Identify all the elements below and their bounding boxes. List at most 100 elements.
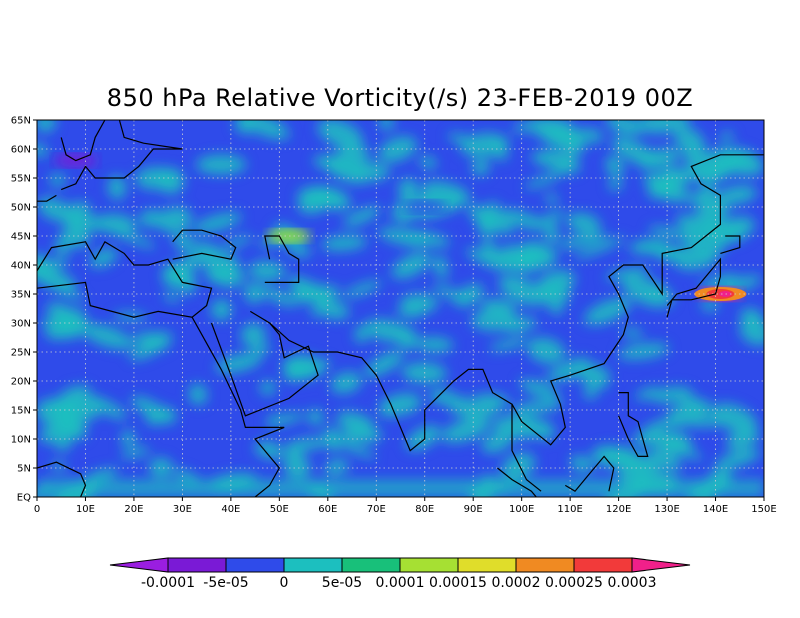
coastline bbox=[497, 467, 538, 497]
positive-patch bbox=[715, 448, 761, 470]
positive-patch bbox=[310, 305, 327, 317]
positive-patch bbox=[574, 236, 625, 259]
colorbar-segment bbox=[225, 557, 285, 573]
positive-patch bbox=[638, 147, 681, 169]
positive-patch bbox=[511, 400, 563, 415]
positive-patch bbox=[544, 223, 559, 244]
positive-patch bbox=[85, 467, 119, 482]
positive-patch bbox=[605, 267, 650, 281]
positive-patch bbox=[89, 248, 118, 268]
positive-patch bbox=[399, 293, 439, 313]
colorbar-segment bbox=[457, 557, 517, 573]
positive-patch bbox=[655, 181, 677, 200]
positive-patch bbox=[251, 344, 272, 355]
positive-patch bbox=[243, 282, 265, 304]
positive-patch bbox=[716, 185, 758, 205]
colorbar-segment bbox=[283, 557, 343, 573]
positive-patch bbox=[550, 360, 593, 381]
x-tick-label: 140E bbox=[703, 504, 728, 515]
positive-patch bbox=[195, 154, 247, 175]
positive-patch bbox=[642, 174, 682, 185]
map-title: 850 hPa Relative Vorticity(/s) 23-FEB-20… bbox=[106, 84, 694, 112]
positive-patch bbox=[491, 252, 527, 272]
positive-patch bbox=[678, 166, 722, 183]
positive-patch bbox=[726, 428, 760, 451]
positive-patch bbox=[605, 155, 624, 178]
positive-patch bbox=[81, 323, 133, 350]
coastline bbox=[511, 154, 764, 446]
positive-patch bbox=[711, 403, 758, 433]
positive-patch bbox=[739, 318, 764, 346]
positive-patch bbox=[364, 351, 404, 377]
positive-patch bbox=[476, 213, 497, 237]
colorbar-segment bbox=[515, 557, 575, 573]
positive-patch bbox=[446, 395, 476, 417]
colorbar-segment bbox=[399, 557, 459, 573]
positive-patch bbox=[701, 299, 719, 312]
positive-patch bbox=[379, 393, 422, 417]
y-tick-label: 45N bbox=[11, 232, 31, 243]
positive-patch bbox=[37, 276, 86, 302]
positive-patch bbox=[297, 186, 345, 208]
positive-patch bbox=[558, 232, 607, 249]
positive-patch bbox=[378, 120, 395, 131]
positive-patch bbox=[629, 239, 668, 254]
positive-patch bbox=[405, 425, 441, 451]
positive-patch bbox=[221, 234, 253, 250]
coastline bbox=[720, 235, 741, 254]
colorbar-label: -0.0001 bbox=[141, 575, 195, 591]
positive-patch bbox=[37, 266, 77, 292]
coastline bbox=[191, 316, 285, 497]
positive-patch bbox=[233, 120, 254, 134]
positive-patch bbox=[49, 173, 66, 187]
positive-patch bbox=[37, 120, 56, 133]
longitude-axis: 0 10E 20E 30E 40E 50E 60E 70E 80E 90E 100E 110E 120E… bbox=[34, 497, 777, 515]
positive-patch bbox=[527, 337, 566, 365]
x-tick-label: 30E bbox=[173, 504, 192, 515]
coastline bbox=[269, 322, 542, 492]
positive-patch bbox=[569, 455, 594, 472]
positive-patch bbox=[471, 159, 490, 176]
positive-patch bbox=[524, 171, 564, 189]
field-texture bbox=[37, 120, 764, 497]
positive-patch bbox=[648, 449, 682, 471]
x-tick-label: 110E bbox=[557, 504, 582, 515]
positive-patch bbox=[480, 298, 517, 316]
positive-patch bbox=[265, 412, 305, 426]
positive-patch bbox=[173, 233, 195, 252]
colorbar: -0.0001 -5e-05 0 5e-05 0.0001 0.00015 0.0002 0.… bbox=[109, 557, 691, 591]
positive-patch bbox=[321, 235, 368, 251]
positive-patch bbox=[50, 461, 67, 471]
x-tick-label: 70E bbox=[367, 504, 386, 515]
positive-patch bbox=[210, 299, 233, 321]
y-tick-label: 60N bbox=[11, 145, 31, 156]
y-tick-label: 15N bbox=[11, 406, 31, 417]
colorbar-label: 0.0001 bbox=[376, 575, 425, 591]
positive-patch bbox=[636, 120, 691, 134]
positive-patch bbox=[498, 275, 546, 306]
positive-patch bbox=[621, 328, 643, 338]
positive-patch bbox=[107, 175, 127, 200]
positive-patch bbox=[287, 276, 331, 304]
positive-patch bbox=[460, 133, 509, 158]
positive-patch bbox=[500, 452, 536, 481]
positive-patch bbox=[436, 267, 449, 279]
positive-patch bbox=[566, 212, 601, 234]
y-tick-label: 30N bbox=[11, 319, 31, 330]
positive-patch bbox=[307, 409, 324, 425]
map-frame bbox=[36, 119, 765, 498]
x-tick-label: 60E bbox=[318, 504, 337, 515]
coastline bbox=[172, 229, 237, 260]
positive-patch bbox=[662, 165, 690, 186]
x-tick-label: 120E bbox=[606, 504, 631, 515]
positive-patch bbox=[260, 286, 297, 307]
colorbar-label: -5e-05 bbox=[203, 575, 248, 591]
colorbar-label: 0.0003 bbox=[608, 575, 657, 591]
positive-patch bbox=[622, 276, 674, 308]
x-tick-label: 0 bbox=[34, 504, 40, 515]
positive-patch bbox=[90, 397, 127, 420]
x-tick-label: 20E bbox=[124, 504, 143, 515]
positive-patch bbox=[605, 120, 644, 136]
positive-patch bbox=[635, 387, 661, 400]
x-tick-label: 80E bbox=[415, 504, 434, 515]
